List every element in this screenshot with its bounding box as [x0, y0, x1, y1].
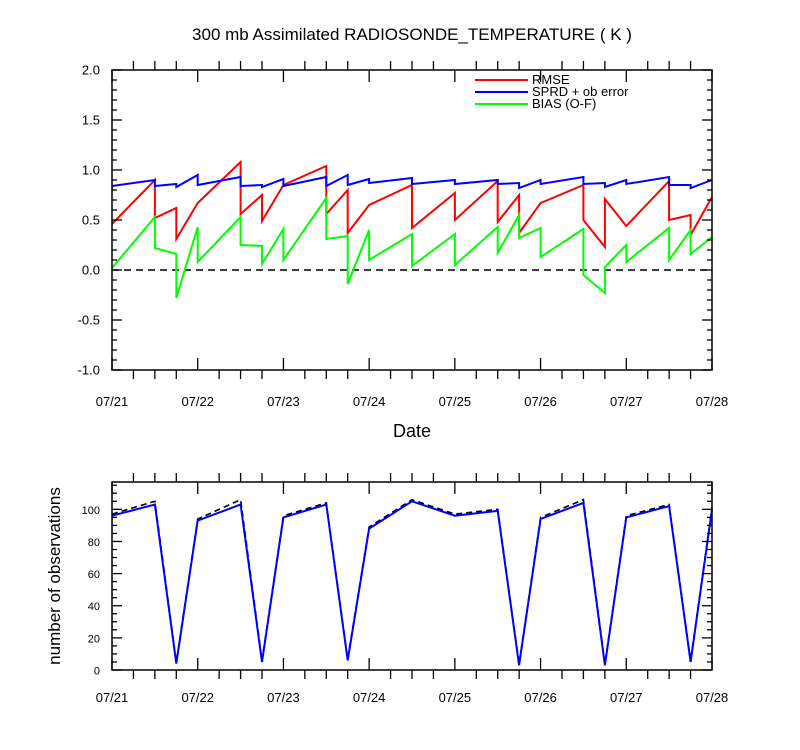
y-tick-label: 0.0 — [82, 263, 100, 278]
bottom-series-group — [111, 498, 713, 666]
x-tick-label: 07/23 — [267, 394, 300, 409]
x-tick-label: 07/26 — [524, 690, 557, 705]
x-tick-label: 07/28 — [696, 394, 729, 409]
y-tick-label: 0.5 — [82, 213, 100, 228]
y-tick-label: 2.0 — [82, 63, 100, 78]
x-tick-label: 07/27 — [610, 394, 643, 409]
x-tick-label: 07/22 — [181, 394, 214, 409]
x-tick-label: 07/27 — [610, 690, 643, 705]
x-tick-label: 07/26 — [524, 394, 557, 409]
y-tick-label: 1.5 — [82, 113, 100, 128]
x-tick-label: 07/24 — [353, 394, 386, 409]
top-series-group — [111, 159, 713, 299]
top-chart: 300 mb Assimilated RADIOSONDE_TEMPERATUR… — [78, 25, 729, 441]
top-x-axis-label: Date — [393, 421, 431, 441]
series-line-possible — [111, 498, 713, 664]
x-tick-label: 07/28 — [696, 690, 729, 705]
x-tick-label: 07/25 — [439, 690, 472, 705]
x-tick-label: 07/24 — [353, 690, 386, 705]
series-line-used — [111, 500, 713, 666]
y-tick-label: 60 — [88, 569, 100, 581]
series-line-bias-o-f — [111, 194, 713, 299]
x-tick-label: 07/21 — [96, 394, 129, 409]
x-tick-label: 07/23 — [267, 690, 300, 705]
bottom-y-axis-label: number of observations — [45, 487, 64, 665]
chart-title: 300 mb Assimilated RADIOSONDE_TEMPERATUR… — [192, 25, 632, 44]
bottom-plot-frame — [111, 481, 713, 671]
x-tick-label: 07/21 — [96, 690, 129, 705]
y-tick-label: 40 — [88, 601, 100, 613]
y-tick-label: 80 — [88, 537, 100, 549]
y-tick-label: 1.0 — [82, 163, 100, 178]
y-tick-label: 0 — [94, 666, 100, 678]
y-tick-label: -1.0 — [78, 363, 100, 378]
top-ticks-group: 07/21 07/22 07/23 07/24 07/25 07/26 07/27 07/28… — [78, 61, 729, 409]
y-tick-label: 100 — [82, 505, 100, 517]
series-line-sprd-ob-error — [111, 173, 713, 190]
series-line-rmse — [111, 159, 713, 250]
y-tick-label: 20 — [88, 633, 100, 645]
x-tick-label: 07/22 — [181, 690, 214, 705]
legend-label: RMSE — [532, 72, 570, 87]
y-tick-label: -0.5 — [78, 313, 100, 328]
bottom-ticks-group: 07/21 07/22 07/23 07/24 07/25 07/26 07/27 07/28… — [82, 473, 729, 705]
x-tick-label: 07/25 — [439, 394, 472, 409]
legend-label: BIAS (O-F) — [532, 96, 596, 111]
legend-label: SPRD + ob error — [532, 84, 629, 99]
bottom-chart: 07/21 07/22 07/23 07/24 07/25 07/26 07/27 07/28… — [45, 473, 728, 705]
